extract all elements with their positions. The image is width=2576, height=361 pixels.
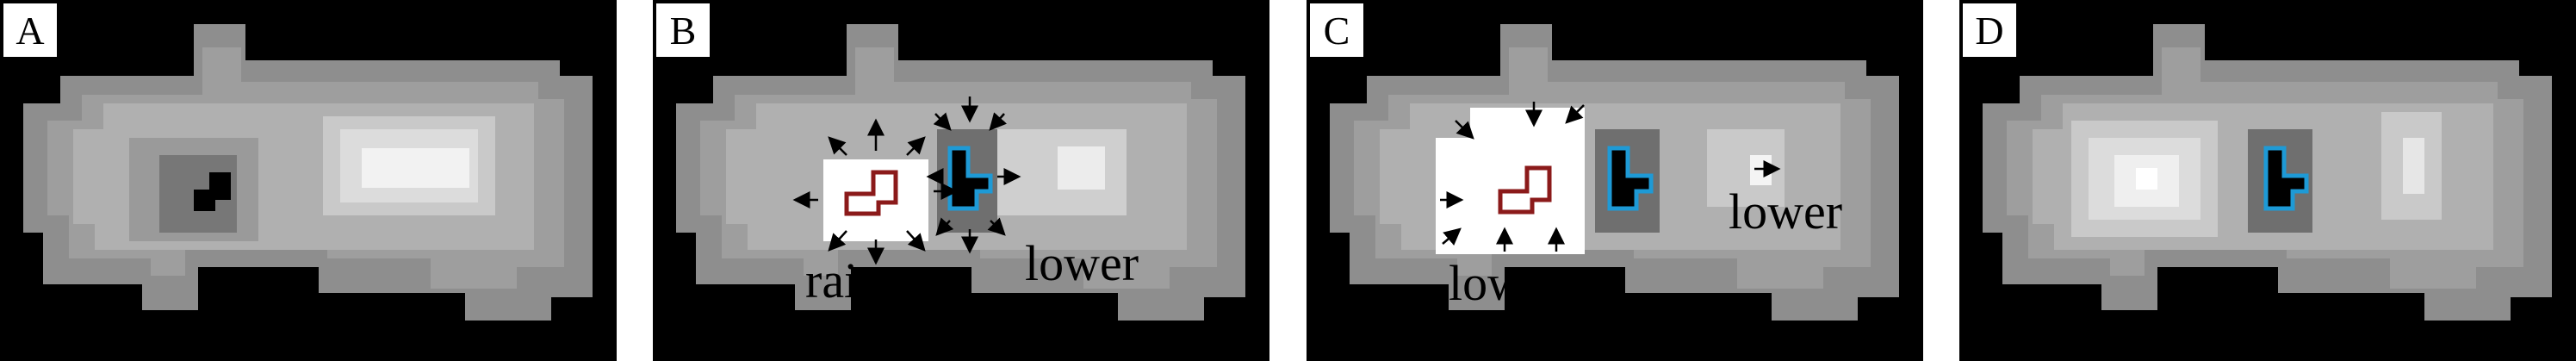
panel-c-label: C bbox=[1324, 9, 1350, 53]
arrow bbox=[1455, 120, 1474, 140]
panel-d: D bbox=[1959, 0, 2576, 361]
raise-shape-outline bbox=[844, 170, 898, 216]
panel-d-heatmap bbox=[1983, 24, 2552, 321]
annotation-lower: lower bbox=[1025, 235, 1139, 291]
lower-shape bbox=[1607, 146, 1654, 211]
region-right-peak bbox=[1058, 146, 1105, 190]
lower-shape bbox=[947, 146, 993, 211]
panel-b-arrows bbox=[792, 96, 1021, 265]
arrow bbox=[1565, 104, 1585, 124]
panel-a: A bbox=[0, 0, 617, 361]
panel-a-label: A bbox=[16, 9, 44, 53]
panel-c: lower lower C bbox=[1307, 0, 1923, 361]
annotation-lower-right: lower bbox=[1729, 184, 1842, 240]
panel-b: raise lower B bbox=[653, 0, 1269, 361]
arrow bbox=[935, 217, 954, 236]
arrow bbox=[828, 230, 847, 252]
panel-c-arrows bbox=[1440, 102, 1781, 252]
panel-d-label: D bbox=[1975, 9, 2003, 53]
arrow bbox=[906, 230, 926, 252]
region-right-peak bbox=[362, 148, 469, 188]
panel-a-label-box bbox=[3, 3, 57, 57]
arrow bbox=[987, 217, 1006, 236]
region-left-peak bbox=[2136, 168, 2157, 190]
panel-b-label-box bbox=[656, 3, 710, 57]
arrow bbox=[906, 136, 926, 156]
arrow bbox=[1442, 227, 1462, 246]
lowered-shape-outline bbox=[1498, 165, 1552, 215]
region-right-peak bbox=[2403, 138, 2424, 194]
region-lowered-white bbox=[1436, 108, 1585, 254]
lower-shape bbox=[2263, 146, 2309, 211]
panel-c-heatmap bbox=[1330, 24, 1899, 321]
annotation-lower-left: lower bbox=[1449, 255, 1562, 311]
panel-d-label-box bbox=[1963, 3, 2016, 57]
arrow bbox=[989, 112, 1008, 131]
panel-a-heatmap bbox=[23, 24, 593, 321]
panel-b-heatmap bbox=[676, 24, 1245, 321]
panel-b-label: B bbox=[670, 9, 697, 53]
arrow bbox=[933, 112, 952, 131]
arrow bbox=[828, 136, 847, 156]
panel-c-label-box bbox=[1310, 3, 1363, 57]
region-right-peak bbox=[1750, 155, 1772, 185]
annotation-raise: raise bbox=[805, 252, 900, 308]
shape-hole bbox=[194, 172, 231, 211]
